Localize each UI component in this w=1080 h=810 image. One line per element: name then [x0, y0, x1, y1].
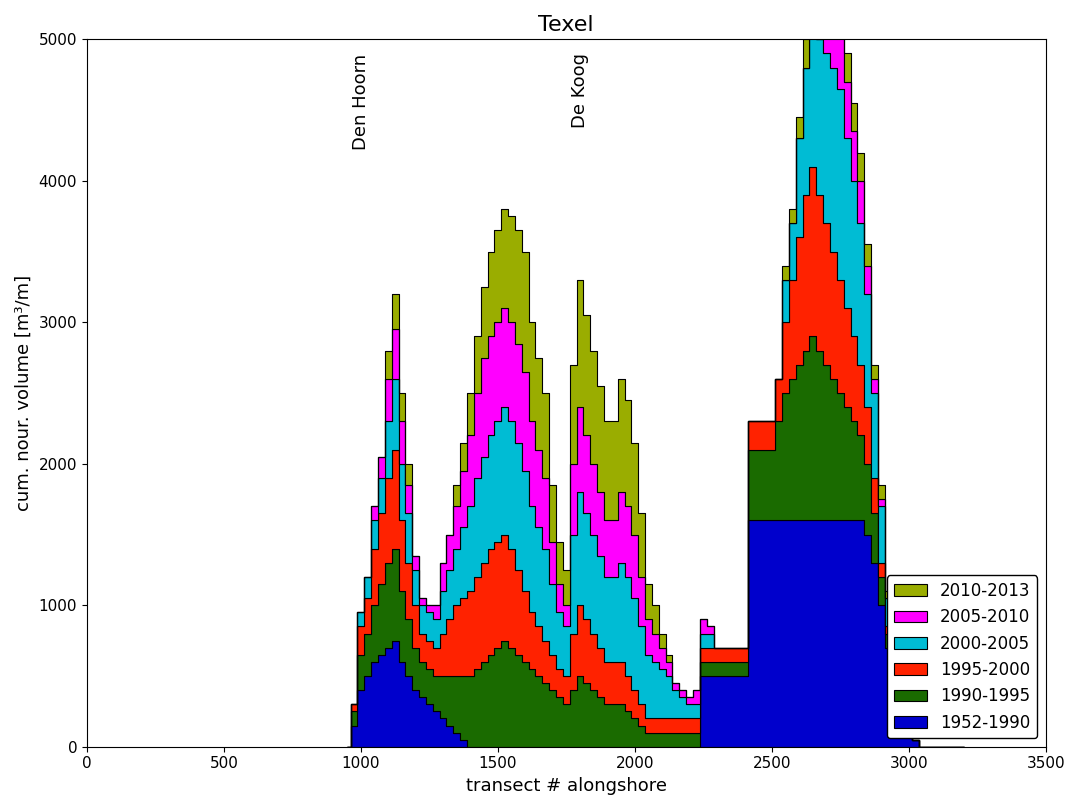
Y-axis label: cum. nour. volume [m³/m]: cum. nour. volume [m³/m] — [15, 275, 33, 511]
Legend: 2010-2013, 2005-2010, 2000-2005, 1995-2000, 1990-1995, 1952-1990: 2010-2013, 2005-2010, 2000-2005, 1995-20… — [887, 575, 1038, 739]
X-axis label: transect # alongshore: transect # alongshore — [465, 777, 666, 795]
Text: Den Hoorn: Den Hoorn — [352, 53, 369, 150]
Text: De Koog: De Koog — [571, 53, 589, 129]
Title: Texel: Texel — [539, 15, 594, 35]
